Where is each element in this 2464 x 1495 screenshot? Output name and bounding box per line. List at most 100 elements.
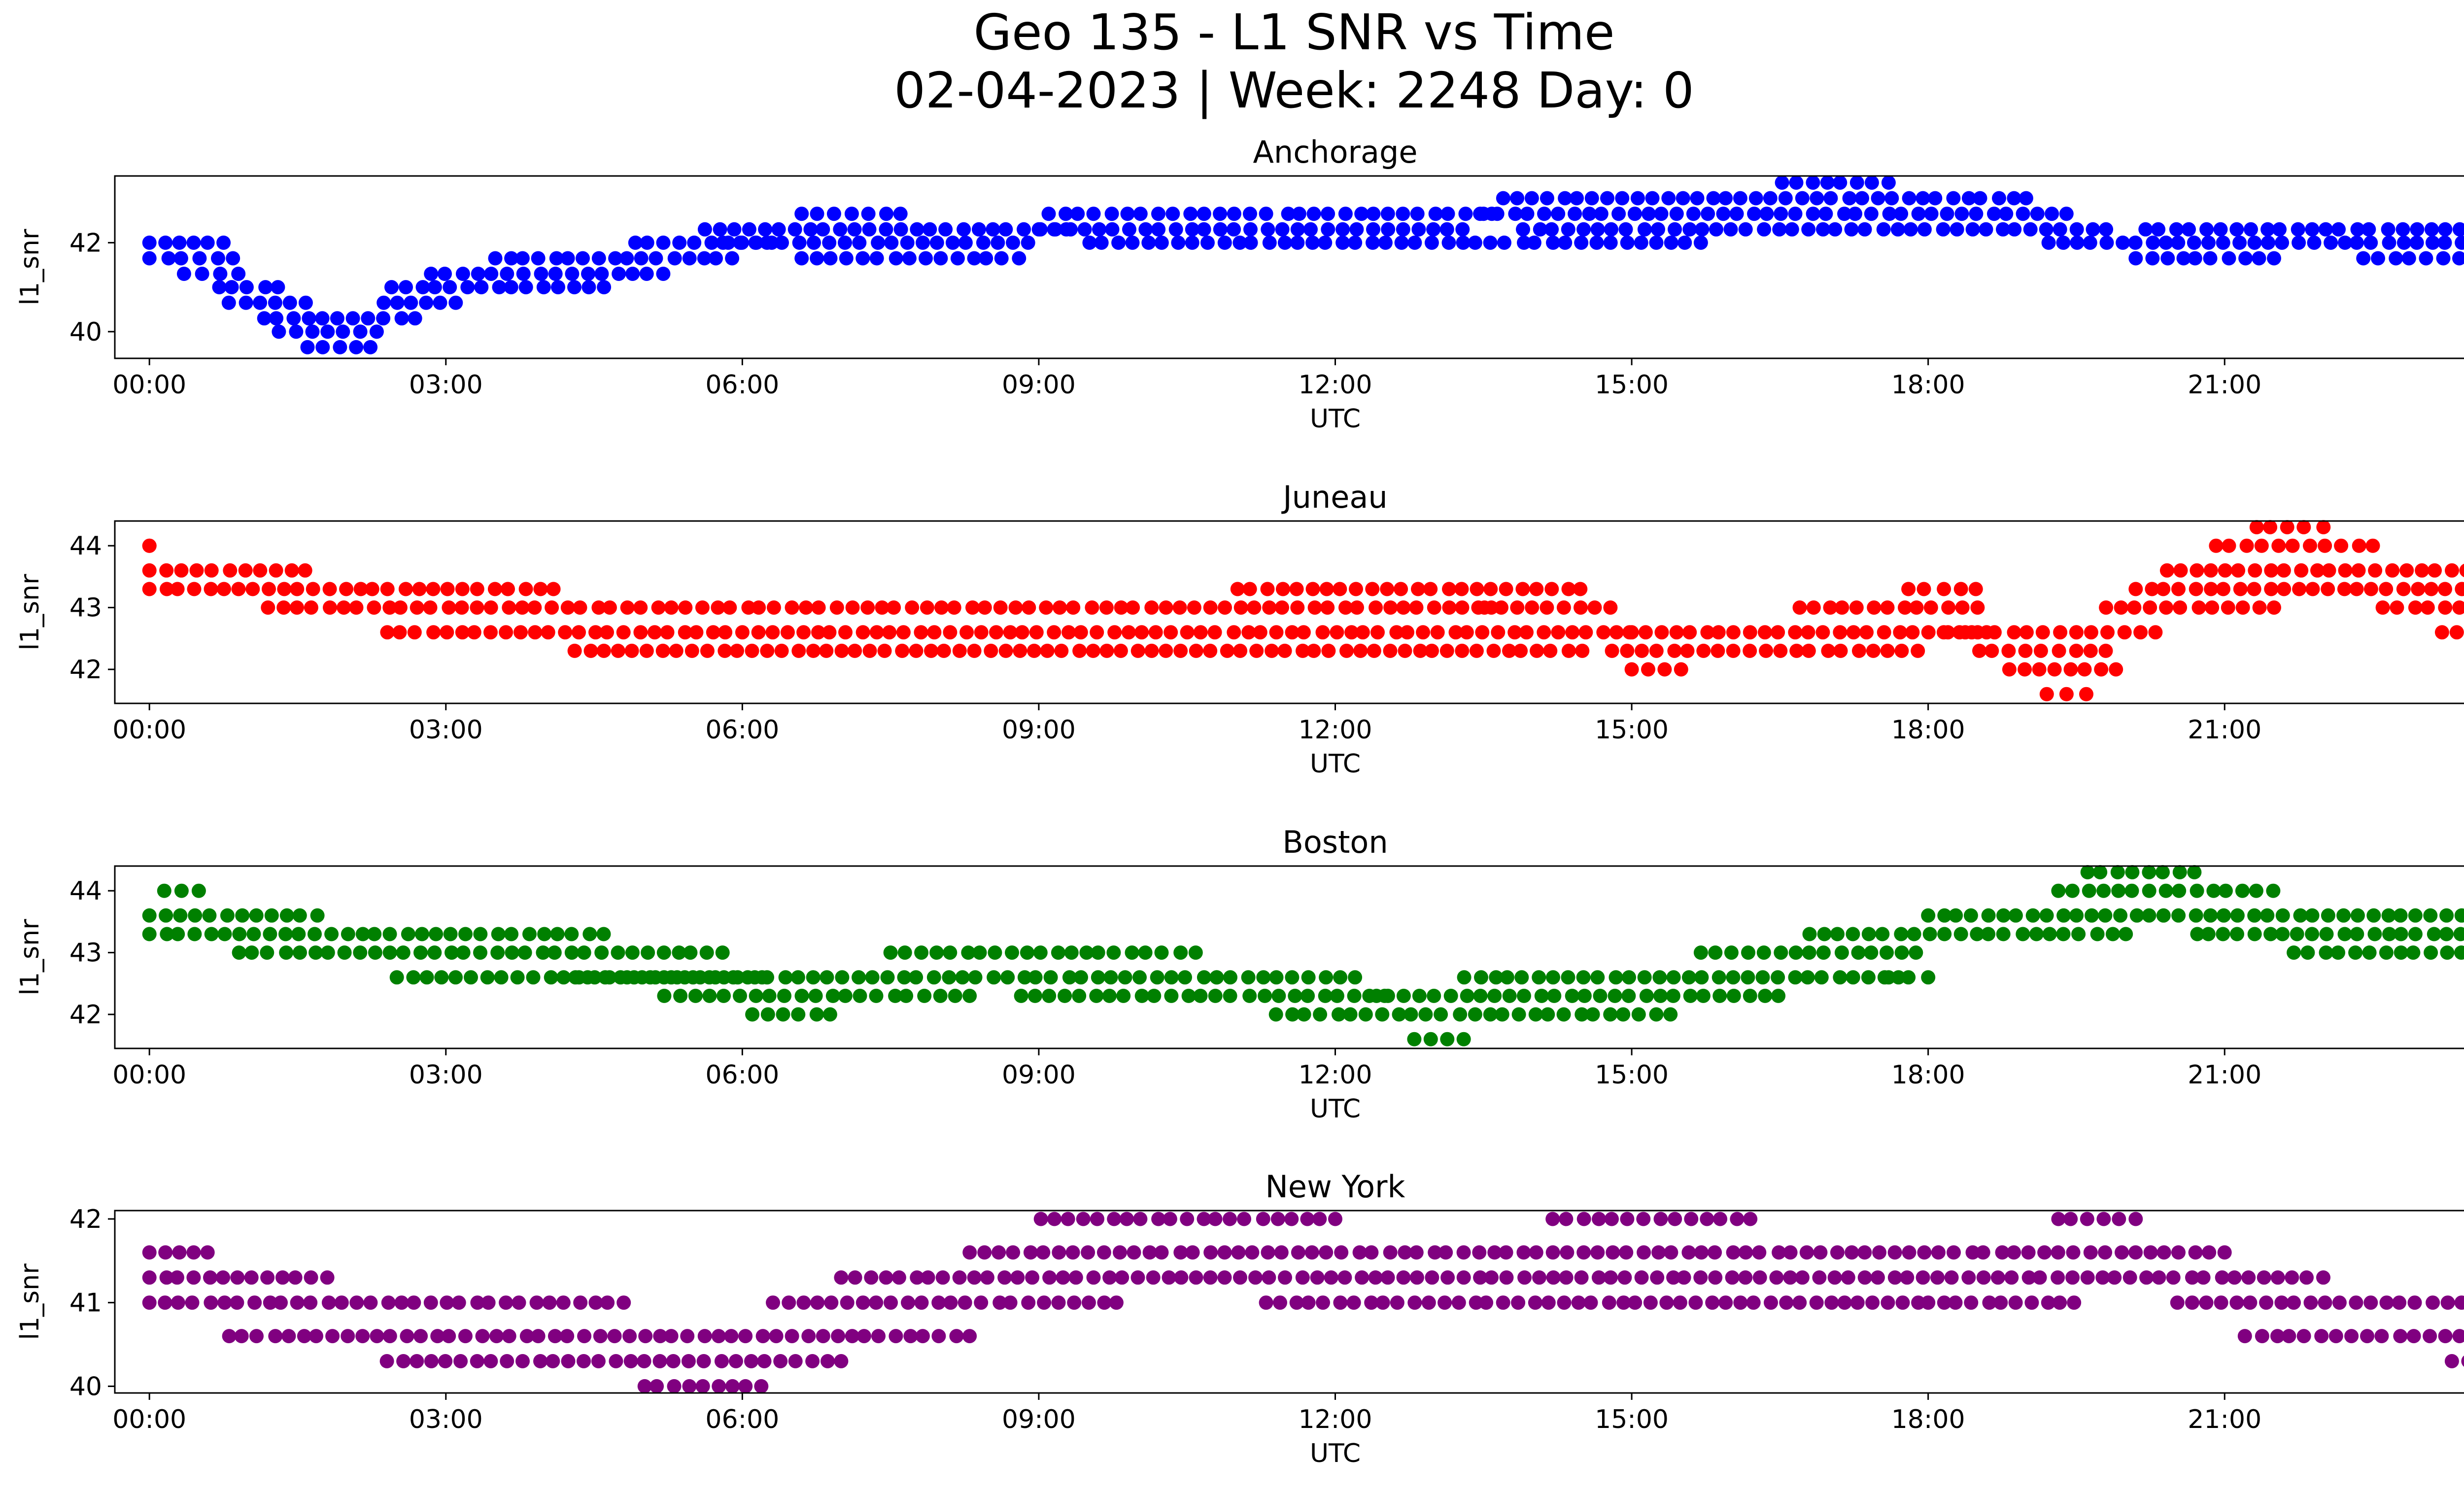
y-tick-label: 42 <box>69 1205 102 1234</box>
data-point <box>471 267 485 281</box>
data-point <box>1546 1270 1561 1285</box>
data-point <box>306 582 320 596</box>
data-point <box>1268 1007 1283 1022</box>
data-point <box>2260 222 2275 237</box>
data-point <box>1122 222 1136 237</box>
data-point <box>1917 222 1932 237</box>
data-point <box>597 280 612 295</box>
data-point <box>1438 1245 1453 1260</box>
data-point <box>1815 222 1830 237</box>
data-point <box>1358 1007 1373 1022</box>
data-point <box>2272 222 2287 237</box>
data-point <box>1756 945 1771 960</box>
data-point <box>1285 625 1300 640</box>
data-point <box>792 235 807 250</box>
data-point <box>1347 988 1362 1003</box>
data-point <box>1247 600 1262 615</box>
data-point <box>2461 1356 2464 1367</box>
data-point <box>1802 927 1817 941</box>
data-point <box>1483 1007 1498 1022</box>
data-point <box>1102 1270 1117 1285</box>
data-point <box>1996 908 2011 923</box>
data-point <box>484 267 499 281</box>
data-point <box>1718 1295 1733 1310</box>
data-point <box>504 927 519 941</box>
data-point <box>992 1245 1006 1260</box>
data-point <box>921 1270 935 1285</box>
data-point <box>257 311 272 326</box>
data-point <box>239 295 253 310</box>
data-point <box>475 1329 490 1344</box>
data-point <box>2277 582 2292 596</box>
data-point <box>1076 1212 1091 1226</box>
data-point <box>1617 1270 1632 1285</box>
data-point <box>548 1329 562 1344</box>
data-point <box>2124 883 2139 898</box>
data-point <box>1654 625 1669 640</box>
data-point <box>1574 600 1588 615</box>
data-point <box>1789 643 1804 658</box>
data-point <box>860 600 875 615</box>
data-point <box>2187 865 2202 879</box>
data-point <box>757 1354 772 1368</box>
data-point <box>1653 1212 1668 1226</box>
data-point <box>1657 662 1672 677</box>
data-point <box>2263 520 2278 534</box>
data-point <box>216 235 231 250</box>
data-point <box>1694 970 1709 985</box>
data-point <box>588 1295 603 1310</box>
data-point <box>1051 945 1065 960</box>
data-point <box>2170 1295 2185 1310</box>
data-point <box>258 280 273 295</box>
data-point <box>558 625 573 640</box>
data-point <box>2401 251 2416 266</box>
data-point <box>2158 235 2173 250</box>
data-point <box>992 1295 1007 1310</box>
data-point <box>1174 1270 1189 1285</box>
data-point <box>1876 222 1891 237</box>
data-point <box>2275 927 2290 941</box>
data-point <box>1738 1270 1753 1285</box>
data-point <box>826 207 841 221</box>
data-point <box>1674 662 1688 677</box>
data-point <box>806 643 821 658</box>
data-point <box>1669 625 1684 640</box>
data-point <box>811 625 825 640</box>
data-point <box>1303 222 1318 237</box>
data-point <box>1693 1270 1708 1285</box>
data-point <box>2039 687 2054 701</box>
data-point <box>929 235 944 250</box>
data-point <box>1622 970 1636 985</box>
data-point <box>560 600 575 615</box>
data-point <box>454 600 469 615</box>
data-point <box>577 1354 591 1368</box>
data-point <box>1027 988 1042 1003</box>
data-point <box>275 1270 290 1285</box>
data-point <box>1515 582 1530 596</box>
data-point <box>1077 222 1092 237</box>
x-tick-label: 00:00 <box>112 1405 186 1434</box>
data-point <box>1328 1212 1342 1226</box>
data-point <box>2305 582 2320 596</box>
data-point <box>1900 1270 1915 1285</box>
data-point <box>774 643 789 658</box>
data-point <box>308 927 322 941</box>
data-point <box>2337 582 2352 596</box>
data-point <box>1398 643 1412 658</box>
data-point <box>879 207 893 221</box>
data-point <box>1881 970 1896 985</box>
data-point <box>884 235 899 250</box>
data-point <box>430 1329 445 1344</box>
data-point <box>1261 1245 1275 1260</box>
data-point <box>1590 1245 1605 1260</box>
data-point <box>1241 970 1256 985</box>
data-point <box>1020 945 1034 960</box>
data-point <box>1455 600 1470 615</box>
data-point <box>1486 643 1501 658</box>
data-point <box>2319 927 2334 941</box>
data-point <box>142 538 157 553</box>
data-point <box>1547 988 1562 1003</box>
data-point <box>2344 1329 2359 1344</box>
data-point <box>1015 625 1029 640</box>
data-point <box>1968 582 1983 596</box>
